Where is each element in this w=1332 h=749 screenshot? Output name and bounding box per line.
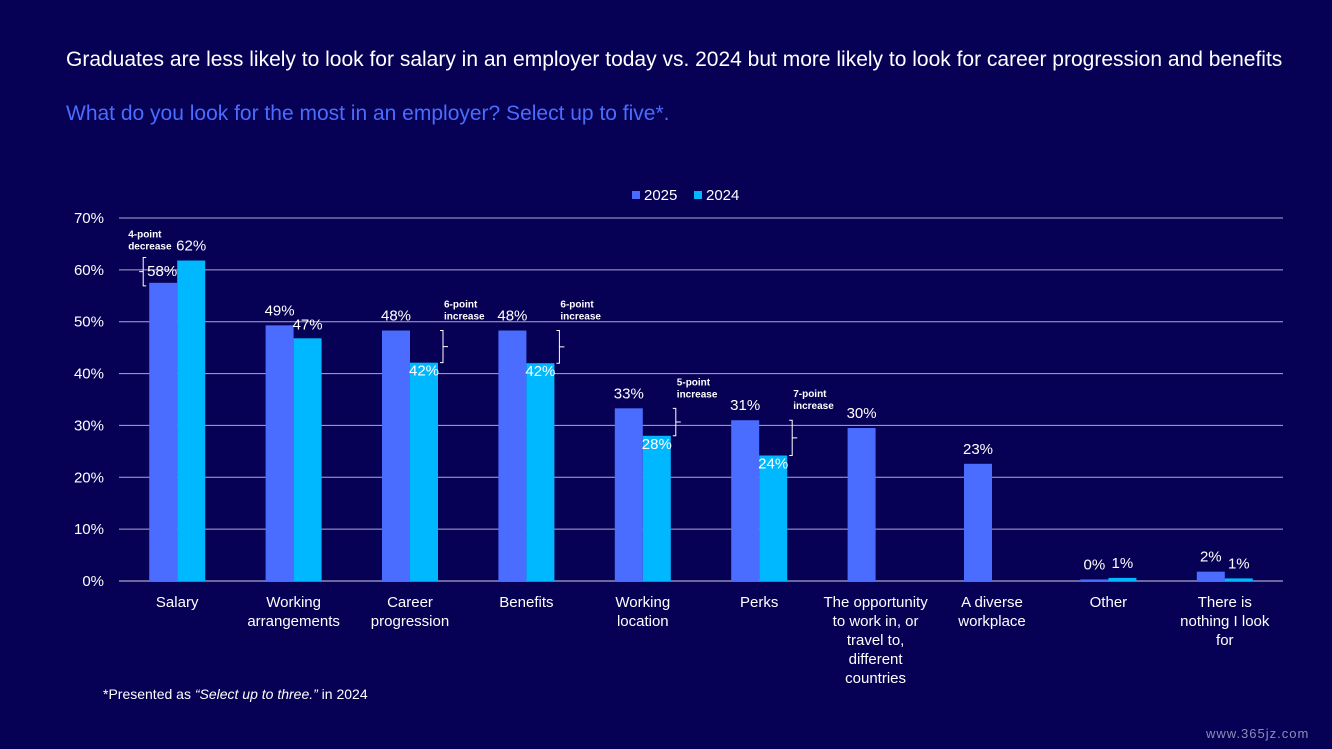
change-bracket [440, 330, 448, 364]
category-label: A diverse workplace [957, 594, 1026, 630]
data-label-2024: 42% [409, 363, 439, 380]
bars [149, 260, 1253, 581]
x-axis: Salary Working arrangements Career progressi… [156, 594, 1270, 687]
data-label-2025: 49% [265, 302, 295, 319]
y-tick-label: 0% [82, 573, 104, 590]
bar-2025 [149, 282, 178, 581]
bar-2024 [642, 435, 671, 581]
bar-2025 [964, 463, 992, 581]
data-label-2024: 24% [758, 456, 788, 473]
data-label-2024: 1% [1228, 555, 1250, 572]
category-label: Working location [615, 594, 670, 630]
bar-2024 [293, 338, 322, 581]
page-title: Graduates are less likely to look for sa… [66, 48, 1283, 71]
bar-2024 [1108, 577, 1137, 581]
data-label-2024: 28% [642, 436, 672, 453]
bar-2025 [1196, 571, 1225, 581]
y-tick-label: 70% [74, 210, 104, 227]
footnote-italic: “Select up to three.” [194, 686, 318, 702]
bar-2025 [498, 330, 527, 581]
bar-2025 [614, 408, 643, 581]
annotations: 4-point decrease 6-point increase 6-point inc… [128, 230, 834, 457]
y-tick-label: 20% [74, 469, 104, 486]
legend-swatch-2025 [632, 191, 640, 199]
data-label-2024: 62% [176, 238, 206, 255]
y-tick-label: 60% [74, 262, 104, 279]
legend-swatch-2024 [694, 191, 702, 199]
bar-2025 [265, 325, 294, 581]
watermark: www.365jz.com [1206, 726, 1310, 741]
bar-2024 [1224, 578, 1253, 581]
data-label-2025: 58% [147, 263, 177, 280]
category-label: Perks [740, 594, 778, 611]
change-bracket [556, 330, 565, 364]
footnote: *Presented as “Select up to three.” in 2… [103, 686, 368, 702]
category-label: There is nothing I look for [1180, 594, 1270, 649]
data-label-2025: 33% [614, 385, 644, 402]
category-label: The opportunity to work in, or travel to, d… [823, 594, 928, 687]
data-label-2024: 1% [1112, 555, 1134, 572]
data-label-2024: 47% [293, 316, 323, 333]
y-tick-label: 40% [74, 366, 104, 383]
change-annotation: 4-point decrease [128, 230, 172, 253]
bar-2025 [731, 420, 760, 581]
bar-2025 [1080, 579, 1109, 581]
y-tick-label: 10% [74, 521, 104, 538]
y-axis: 0% 10% 20% 30% 40% 50% 60% 70% [74, 210, 104, 590]
data-label-2025: 48% [381, 308, 411, 325]
change-annotation: 6-point increase [444, 300, 485, 323]
legend-label-2025: 2025 [644, 187, 677, 204]
data-label-2025: 23% [963, 441, 993, 458]
change-bracket [139, 257, 147, 287]
bar-2024 [177, 260, 206, 581]
change-bracket [672, 407, 681, 437]
data-label-2025: 0% [1084, 556, 1106, 573]
page-subtitle: What do you look for the most in an empl… [66, 102, 670, 125]
data-label-2024: 42% [525, 363, 555, 380]
data-labels: 58% 62% 49%47% 48% 42% 48% 42% 33% 28% 31% 24% 30% 2… [147, 238, 1249, 574]
data-label-2025: 31% [730, 397, 760, 414]
bar-2024 [410, 362, 438, 581]
y-tick-label: 30% [74, 417, 104, 434]
legend-label-2024: 2024 [706, 187, 739, 204]
change-annotation: 7-point increase [793, 389, 834, 412]
footnote-prefix: *Presented as [103, 686, 195, 702]
y-tick-label: 50% [74, 314, 104, 331]
change-annotation: 5-point increase [677, 377, 718, 400]
legend: 2025 2024 [632, 187, 739, 204]
footnote-suffix: in 2024 [317, 686, 368, 702]
data-label-2025: 48% [497, 308, 527, 325]
change-annotation: 6-point increase [560, 300, 601, 323]
bar-2024 [759, 455, 788, 581]
category-label: Salary [156, 594, 199, 611]
change-bracket [789, 419, 798, 457]
bar-2025 [382, 330, 410, 581]
bar-2024 [526, 363, 555, 581]
category-label: Benefits [499, 594, 553, 611]
data-label-2025: 2% [1200, 549, 1222, 566]
category-label: Working arrangements [247, 594, 340, 630]
category-label: Career progression [371, 594, 449, 630]
data-label-2025: 30% [847, 405, 877, 422]
category-label: Other [1090, 594, 1128, 611]
bar-2025 [847, 428, 876, 581]
